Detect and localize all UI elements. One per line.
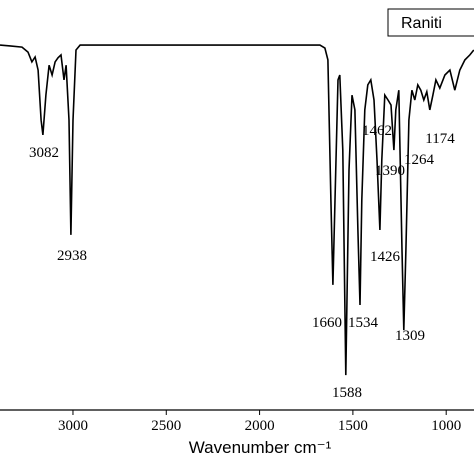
spectrum-line — [0, 44, 474, 376]
legend-label: Raniti — [401, 15, 442, 32]
legend-box — [387, 8, 474, 37]
peak-label: 3082 — [29, 145, 59, 161]
peak-label: 1588 — [332, 385, 362, 401]
peak-label: 2938 — [57, 248, 87, 264]
peak-label: 1390 — [375, 163, 405, 179]
peak-label: 1462 — [362, 123, 392, 139]
peak-label: 1426 — [370, 249, 401, 265]
x-axis-label: Wavenumber cm⁻¹ — [189, 438, 332, 457]
x-tick-label: 1500 — [338, 418, 368, 434]
peak-label: 1660 — [312, 315, 342, 331]
x-tick-label: 3000 — [58, 418, 88, 434]
peak-label: 1534 — [348, 315, 379, 331]
x-tick-label: 2500 — [151, 418, 181, 434]
x-tick-label: 2000 — [245, 418, 275, 434]
peak-label: 1174 — [425, 131, 455, 147]
x-tick-label: 1000 — [431, 418, 461, 434]
peak-label: 1309 — [395, 328, 425, 344]
peak-label: 1264 — [404, 152, 435, 168]
